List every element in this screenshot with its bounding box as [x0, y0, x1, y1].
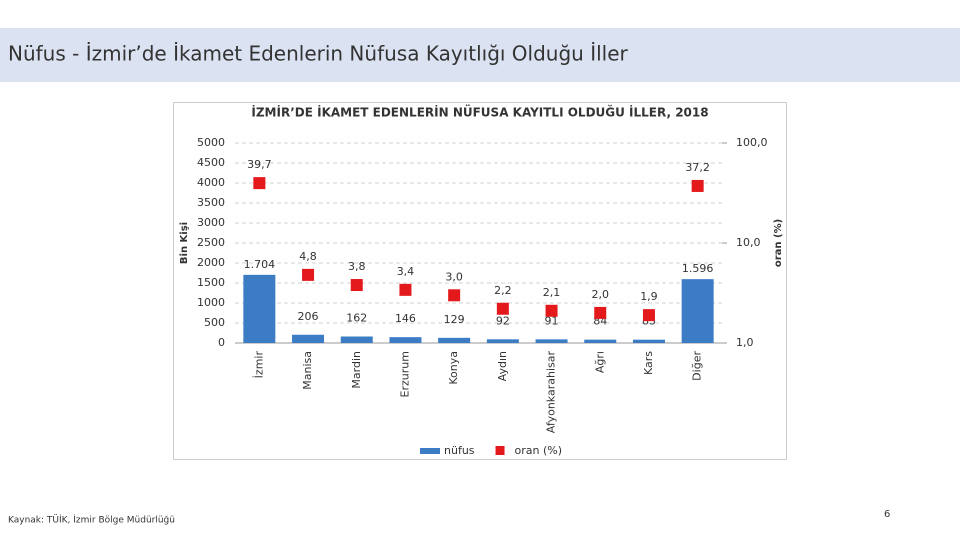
y-tick-label: 2000	[197, 256, 225, 269]
legend-swatch	[495, 446, 505, 455]
marker	[545, 304, 558, 317]
y2-axis-title: oran (%)	[773, 219, 784, 267]
legend-swatch	[420, 448, 440, 454]
marker	[253, 177, 266, 190]
y-tick-label: 3500	[197, 196, 225, 209]
y-tick-label: 2500	[197, 236, 225, 249]
y-tick-label: 500	[204, 316, 225, 329]
marker-value-label: 2,0	[592, 288, 610, 301]
marker-value-label: 4,8	[299, 250, 317, 263]
marker	[594, 306, 607, 319]
marker-value-label: 1,9	[640, 290, 658, 303]
bar-value-label: 206	[298, 310, 319, 323]
marker	[496, 302, 509, 315]
marker-value-label: 3,8	[348, 260, 366, 273]
bar-value-label: 91	[545, 314, 559, 327]
bar-value-label: 1.704	[244, 258, 276, 271]
slide-title: Nüfus - İzmir’de İkamet Edenlerin Nüfusa…	[8, 42, 629, 66]
page-number: 6	[884, 509, 890, 520]
y2-tick-label: 1,0	[736, 336, 754, 349]
y-tick-label: 4500	[197, 156, 225, 169]
y2-tick-label: 100,0	[736, 136, 768, 149]
y-axis-title: Bin Kişi	[179, 222, 190, 264]
source-note: Kaynak: TÜİK, İzmir Bölge Müdürlüğü	[8, 515, 175, 526]
marker	[642, 309, 655, 322]
x-tick-label: Kars	[642, 351, 655, 375]
y-tick-label: 1500	[197, 276, 225, 289]
bar	[438, 337, 471, 343]
bar-value-label: 162	[346, 312, 367, 325]
bar	[486, 339, 519, 343]
x-tick-label: Diğer	[691, 351, 704, 381]
marker-value-label: 2,1	[543, 286, 561, 299]
marker	[448, 289, 461, 302]
x-tick-label: Manisa	[301, 351, 314, 390]
bar	[340, 336, 373, 343]
bar-value-label: 146	[395, 312, 416, 325]
y2-tick-label: 10,0	[736, 236, 761, 249]
bar	[584, 339, 617, 343]
x-tick-label: Afyonkarahisar	[545, 351, 558, 434]
y-tick-label: 0	[218, 336, 225, 349]
bar	[632, 339, 665, 343]
bar	[292, 334, 325, 343]
x-tick-label: Ağrı	[593, 351, 606, 373]
x-tick-label: Mardin	[350, 351, 363, 389]
marker	[399, 283, 412, 296]
marker-value-label: 3,0	[445, 270, 463, 283]
x-tick-label: Konya	[447, 351, 460, 385]
marker	[302, 268, 315, 281]
plot: 0 500 1000 1500 2000 2500 3000 3500 4000 4500 5000…	[197, 136, 768, 457]
legend-label: oran (%)	[515, 444, 563, 457]
y-tick-label: 1000	[197, 296, 225, 309]
y-tick-label: 5000	[197, 136, 225, 149]
x-tick-label: Erzurum	[398, 351, 411, 397]
bar	[389, 337, 422, 343]
x-tick-label: İzmir	[252, 351, 265, 379]
marker	[350, 279, 363, 292]
bar	[535, 339, 568, 343]
legend-label: nüfus	[444, 444, 475, 457]
marker-value-label: 2,2	[494, 284, 512, 297]
bar-value-label: 1.596	[682, 262, 714, 275]
bar-value-label: 129	[444, 313, 465, 326]
bar-value-label: 92	[496, 314, 510, 327]
header-band	[0, 28, 960, 82]
marker-value-label: 37,2	[685, 161, 710, 174]
bar	[681, 279, 714, 343]
y-tick-label: 3000	[197, 216, 225, 229]
chart-title: İZMİR’DE İKAMET EDENLERİN NÜFUSA KAYITLI…	[251, 105, 708, 120]
bar	[243, 274, 276, 343]
marker-value-label: 39,7	[247, 158, 272, 171]
y-tick-label: 4000	[197, 176, 225, 189]
x-tick-label: Aydın	[496, 351, 509, 381]
marker-value-label: 3,4	[397, 265, 415, 278]
marker	[691, 179, 704, 192]
